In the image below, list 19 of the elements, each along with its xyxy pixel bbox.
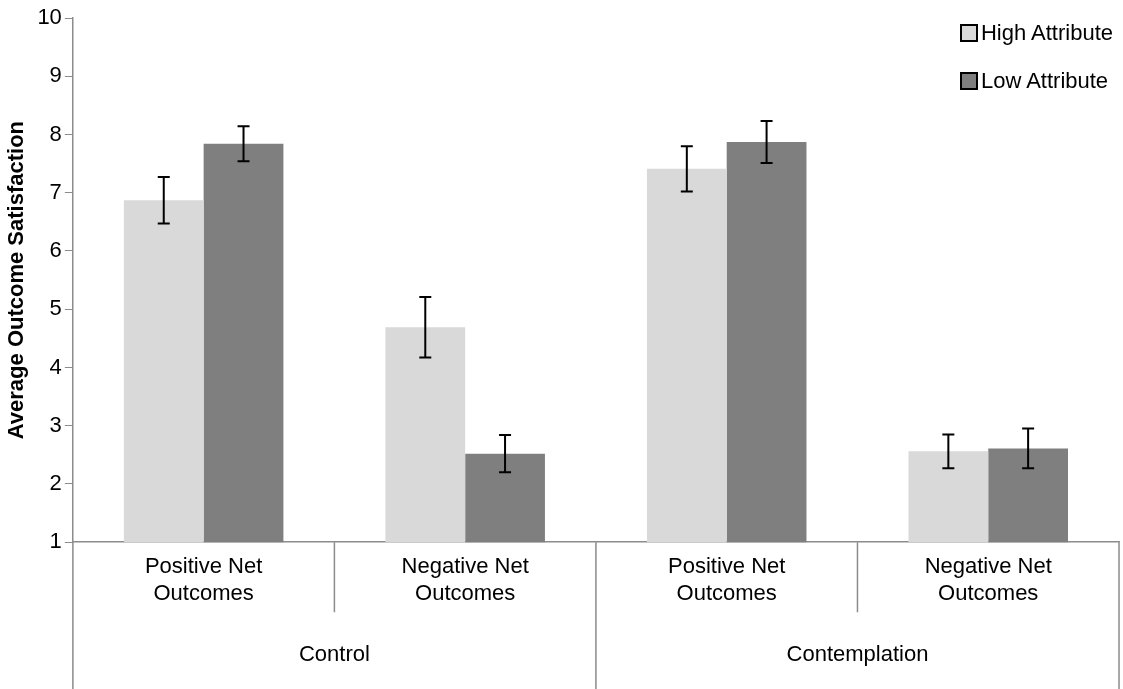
y-axis-title: Average Outcome Satisfaction [3, 120, 29, 440]
legend-label: High Attribute [980, 20, 1113, 46]
y-tick-label: 2 [49, 470, 62, 496]
x-tick-label: Positive Net Outcomes [668, 553, 786, 605]
y-tick-label: 5 [49, 295, 62, 321]
y-tick-label: 9 [49, 62, 62, 88]
y-tick-label: 10 [37, 4, 62, 30]
legend-label: Low Attribute [980, 68, 1109, 94]
y-tick-label: 3 [49, 411, 62, 437]
y-tick-label: 4 [49, 353, 62, 379]
y-tick-label: 8 [49, 120, 62, 146]
y-tick-label: 7 [49, 178, 62, 204]
x-tick-label: Positive Net Outcomes [144, 553, 263, 605]
x-tick-label: Negative Net Outcomes [924, 553, 1052, 605]
text: Control [298, 641, 370, 667]
y-tick-label: 6 [49, 237, 62, 263]
x-tick-label: Negative Net Outcomes [401, 553, 529, 605]
text: Contemplation [786, 641, 929, 667]
y-tick-label: 1 [49, 528, 62, 554]
